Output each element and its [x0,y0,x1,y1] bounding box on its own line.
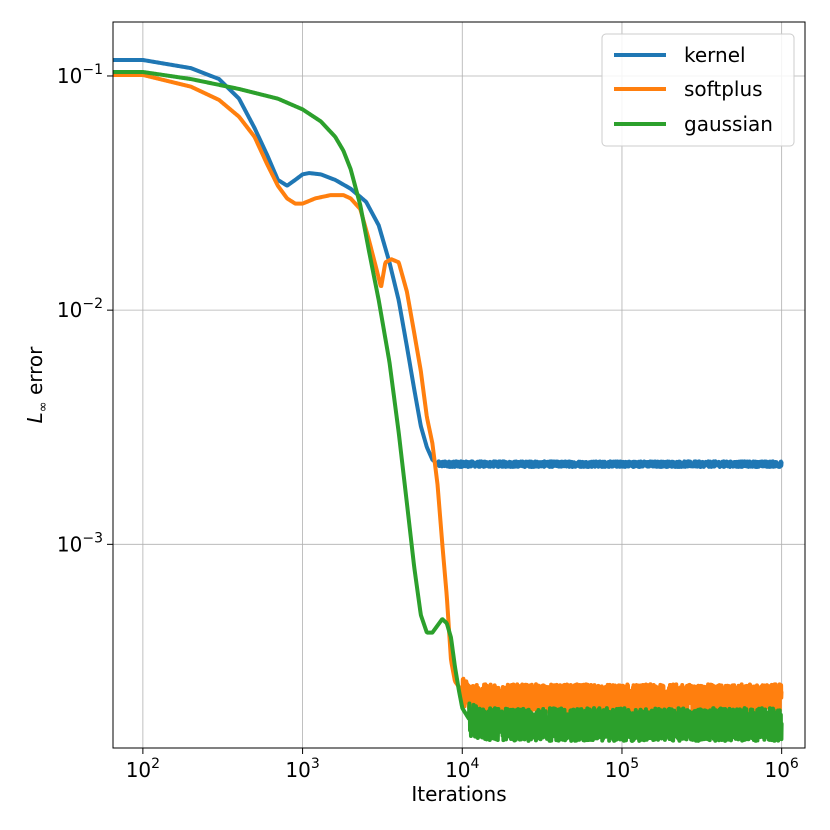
series-line-softplus [113,72,784,715]
x-tick-exp: 3 [311,756,320,772]
y-tick-label: 10−2 [57,296,103,322]
x-tick-base: 10 [445,758,470,782]
y-tick-exp: −2 [82,296,103,312]
x-tick-base: 10 [605,758,630,782]
legend-label-gaussian: gaussian [684,112,773,136]
y-tick-exp: −1 [82,62,103,78]
legend-label-softplus: softplus [684,77,763,101]
y-tick-base: 10 [57,298,82,322]
x-tick-label: 105 [605,756,639,782]
plot-frame [112,21,806,749]
x-tick-base: 10 [126,758,151,782]
x-tick-base: 10 [764,758,789,782]
y-tick-base: 10 [57,532,82,556]
x-tick-base: 10 [285,758,310,782]
y-axis-title-sub: ∞ [36,401,51,412]
x-tick-label: 106 [764,756,798,782]
x-tick-exp: 2 [151,756,160,772]
x-axis-title: Iterations [411,782,506,806]
x-tick-exp: 4 [471,756,480,772]
x-tick-label: 102 [126,756,160,782]
y-axis-title-rest: error [23,346,47,402]
series-layer [113,58,784,743]
y-axis-title: L∞ error [23,346,51,424]
x-tick-label: 104 [445,756,479,782]
y-tick-base: 10 [57,64,82,88]
legend: kernel softplus gaussian [601,33,795,147]
series-line-gaussian [113,69,784,743]
y-tick-label: 10−3 [57,530,103,556]
x-tick-label: 103 [285,756,319,782]
x-tick-exp: 6 [790,756,799,772]
legend-label-kernel: kernel [684,43,746,67]
x-tick-exp: 5 [630,756,639,772]
y-axis-title-main: L [23,412,47,423]
y-tick-label: 10−1 [57,62,103,88]
y-tick-exp: −3 [82,530,103,546]
legend-box [601,33,795,147]
